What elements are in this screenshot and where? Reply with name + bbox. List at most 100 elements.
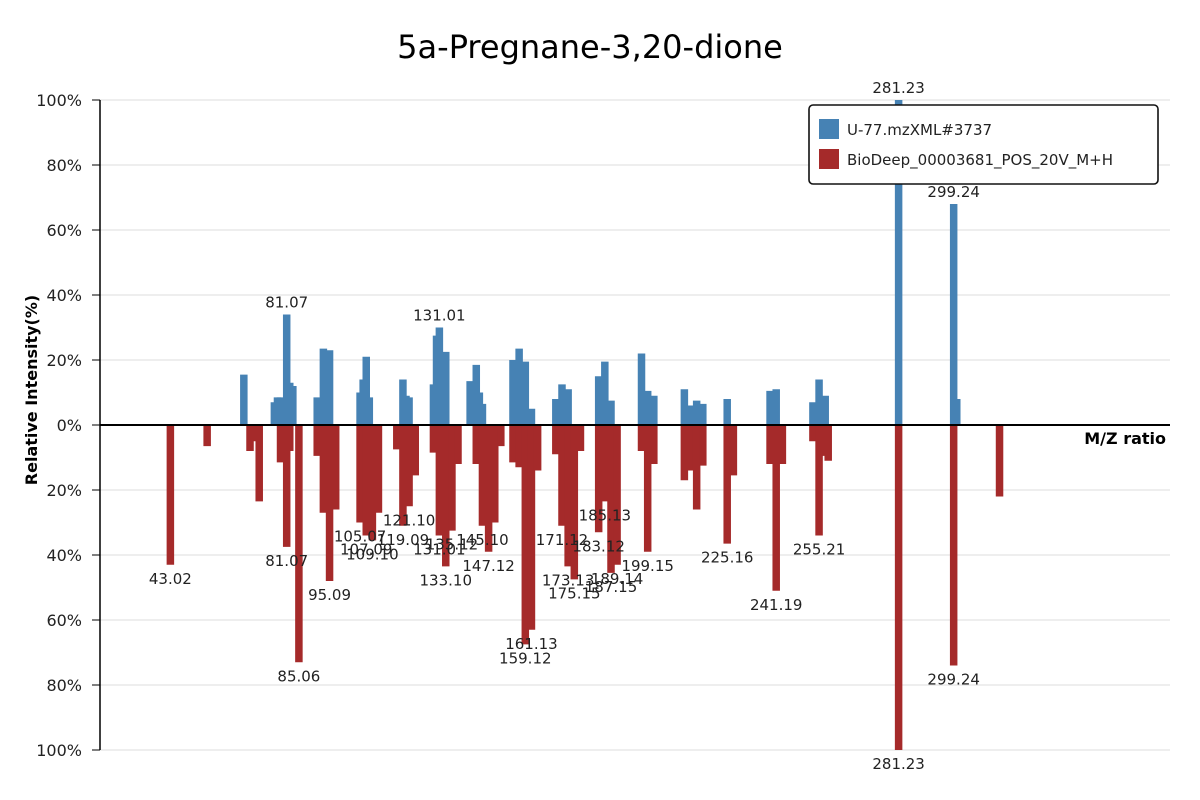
reference-peak-label: 299.24: [927, 671, 980, 689]
reference-peak-bar: [246, 425, 254, 451]
reference-peak-label: 121.10: [383, 511, 436, 529]
query-peak-bar: [815, 379, 823, 425]
query-peak-bar: [466, 381, 474, 425]
reference-peak-label: 185.13: [579, 506, 632, 524]
query-peak-bar: [686, 405, 695, 425]
reference-peak-bar: [650, 425, 658, 464]
reference-peak-bar: [949, 425, 958, 666]
reference-peak-bar: [276, 425, 285, 463]
reference-peak-label: 173.13: [542, 571, 595, 589]
query-peak-bar: [766, 390, 774, 425]
y-tick-label: 60%: [46, 221, 82, 240]
reference-peak-bar: [533, 425, 542, 471]
reference-peak-bar: [723, 425, 731, 544]
reference-peak-label: 255.21: [793, 541, 846, 559]
reference-peak-bar: [699, 425, 707, 466]
query-peak-bar: [521, 361, 530, 425]
reference-peak-label: 171.12: [536, 531, 589, 549]
reference-peak-bar: [564, 425, 572, 567]
reference-peak-label: 109.10: [346, 545, 399, 563]
reference-peak-label: 107.09: [340, 541, 393, 559]
legend: U-77.mzXML#3737 BioDeep_00003681_POS_20V…: [808, 104, 1159, 185]
reference-peak-bar: [601, 425, 609, 502]
reference-peak-bar: [552, 425, 560, 455]
query-peak-bar: [564, 389, 572, 425]
reference-peak-bar: [594, 425, 603, 533]
reference-peak-bar: [405, 425, 413, 507]
reference-peak-bar: [286, 425, 294, 451]
reference-peak-bar: [442, 425, 450, 567]
query-peak-bar: [365, 397, 374, 425]
reference-peak-bar: [692, 425, 701, 510]
reference-peak-label: 133.10: [420, 571, 473, 589]
query-peak-bar: [723, 399, 731, 425]
reference-peak-bar: [411, 425, 420, 476]
reference-peak-bar: [778, 425, 787, 464]
query-peak-bar: [442, 351, 450, 425]
reference-peak-bar: [558, 425, 566, 526]
peak-labels: 81.07 131.01 281.23 299.24 43.02 81.07 85.06 95…: [149, 79, 980, 773]
query-peak-bar: [949, 204, 958, 425]
reference-peak-bar: [515, 425, 523, 468]
query-peak-bar: [325, 350, 334, 425]
x-axis-label: M/Z ratio: [1084, 429, 1166, 448]
query-peak-label: 299.24: [927, 183, 980, 201]
query-peak-bar: [594, 376, 603, 425]
reference-peak-label: 199.15: [621, 557, 674, 575]
y-tick-label: 80%: [46, 156, 82, 175]
query-peak-bar: [894, 100, 903, 425]
reference-peak-bar: [521, 425, 530, 645]
reference-peak-label: 85.06: [277, 667, 320, 685]
query-peak-bar: [435, 327, 444, 425]
reference-peak-label: 43.02: [149, 570, 192, 588]
reference-peak-bar: [356, 425, 364, 523]
reference-peak-bar: [686, 425, 695, 471]
query-peak-bar: [607, 400, 615, 425]
reference-peak-label: 81.07: [265, 552, 308, 570]
bars: [166, 100, 1004, 750]
query-peak-bar: [362, 356, 370, 425]
legend-label-query: U-77.mzXML#3737: [847, 121, 992, 139]
reference-peak-label: 225.16: [701, 549, 754, 567]
reference-peak-label: 241.19: [750, 596, 803, 614]
query-peak-bar: [699, 403, 707, 425]
reference-peak-bar: [509, 425, 517, 463]
reference-peak-label: 105.07: [334, 528, 387, 546]
reference-peak-bar: [995, 425, 1004, 497]
query-peak-bar: [650, 395, 658, 425]
reference-peak-bar: [282, 425, 291, 547]
query-peak-bar: [552, 399, 560, 425]
query-peak-bar: [772, 389, 780, 425]
reference-peak-bar: [374, 425, 383, 513]
reference-peak-bar: [680, 425, 689, 481]
query-peak-bar: [276, 397, 285, 425]
reference-peak-bar: [484, 425, 493, 552]
y-tick-label: 40%: [46, 546, 82, 565]
reference-peak-label: 189.14: [591, 570, 644, 588]
legend-label-reference: BioDeep_00003681_POS_20V_M+H: [847, 151, 1113, 170]
query-peak-bar: [319, 348, 328, 425]
query-peak-label: 281.23: [872, 79, 925, 97]
query-peak-bar: [527, 408, 536, 425]
reference-peak-bar: [497, 425, 505, 447]
reference-peak-label: 183.12: [572, 537, 625, 555]
reference-peak-bar: [319, 425, 328, 513]
reference-peak-label: 175.15: [548, 584, 601, 602]
y-tick-label: 20%: [46, 351, 82, 370]
query-peak-bar: [405, 397, 413, 425]
y-tick-label: 100%: [36, 741, 82, 760]
reference-peak-bar: [368, 425, 377, 541]
legend-swatch-reference: [819, 149, 839, 169]
reference-peak-bar: [729, 425, 738, 476]
reference-peak-bar: [766, 425, 774, 464]
query-peak-bar: [509, 360, 517, 425]
chart-title: 5a-Pregnane-3,20-dione: [397, 28, 783, 66]
reference-peak-bar: [824, 425, 832, 461]
query-peak-bar: [953, 399, 961, 425]
query-peak-bar: [515, 348, 523, 425]
query-peak-bar: [478, 403, 487, 425]
reference-peak-label: 135.12: [426, 536, 479, 554]
reference-peak-label: 119.09: [377, 531, 430, 549]
query-peak-bar: [289, 386, 297, 425]
